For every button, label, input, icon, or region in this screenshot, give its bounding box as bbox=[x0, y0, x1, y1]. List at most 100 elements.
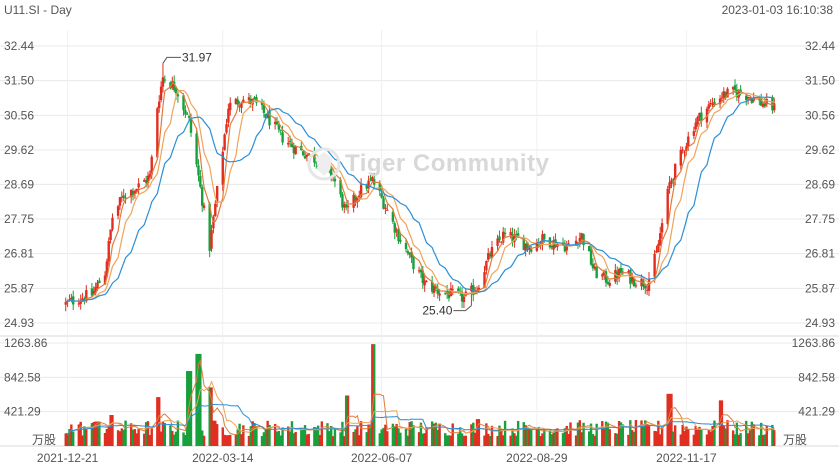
candle-body bbox=[460, 291, 464, 302]
candle-body bbox=[746, 96, 750, 99]
candle-body bbox=[81, 298, 84, 301]
volume-bar bbox=[574, 435, 578, 446]
volume-bar bbox=[513, 433, 516, 446]
volume-bar bbox=[240, 434, 243, 446]
volume-bar bbox=[215, 424, 219, 446]
volume-bar bbox=[765, 426, 768, 446]
volume-bar bbox=[249, 426, 253, 446]
candle-body bbox=[451, 289, 454, 291]
volume-bar bbox=[473, 432, 477, 446]
candle-body bbox=[524, 243, 527, 252]
price-tick-left: 26.81 bbox=[4, 247, 34, 261]
candle-body bbox=[763, 103, 767, 107]
volume-bar bbox=[210, 387, 213, 446]
volume-bar bbox=[358, 435, 361, 446]
volume-bar bbox=[634, 419, 638, 446]
candle-body bbox=[359, 184, 363, 197]
candle-body bbox=[430, 281, 434, 292]
volume-bar bbox=[535, 429, 539, 446]
candle-body bbox=[354, 194, 357, 201]
candle-body bbox=[223, 134, 226, 150]
candle-body bbox=[709, 103, 712, 105]
candle-body bbox=[346, 206, 350, 208]
volume-bar bbox=[199, 353, 202, 446]
volume-bar bbox=[511, 428, 514, 446]
volume-tick-right: 842.58 bbox=[798, 370, 835, 384]
candle-body bbox=[550, 245, 553, 248]
candle-body bbox=[264, 114, 267, 119]
volume-bar bbox=[103, 432, 107, 446]
volume-bar bbox=[356, 426, 359, 446]
candle-body bbox=[589, 249, 593, 265]
price-tick-left: 25.87 bbox=[4, 281, 34, 295]
volume-bar bbox=[129, 423, 133, 446]
candle-body bbox=[483, 271, 486, 288]
volume-unit-right: 万股 bbox=[783, 433, 807, 447]
volume-bar bbox=[169, 425, 172, 446]
volume-bar bbox=[242, 425, 245, 446]
volume-bar bbox=[260, 436, 264, 446]
candle-body bbox=[630, 276, 634, 282]
volume-bar bbox=[281, 427, 284, 446]
volume-bar bbox=[186, 371, 189, 446]
candle-body bbox=[500, 241, 503, 243]
candle-body bbox=[202, 205, 206, 208]
volume-bar bbox=[176, 420, 180, 446]
volume-bar bbox=[737, 434, 740, 446]
volume-bar bbox=[655, 431, 658, 446]
candle-body bbox=[236, 99, 239, 105]
volume-bar bbox=[189, 371, 193, 446]
volume-bar bbox=[251, 421, 254, 446]
candle-body bbox=[457, 288, 460, 292]
volume-bar bbox=[328, 431, 331, 446]
candle-body bbox=[513, 234, 516, 243]
candle-body bbox=[137, 183, 140, 188]
candle-body bbox=[593, 266, 596, 269]
volume-bar bbox=[659, 434, 662, 446]
candle-body bbox=[64, 301, 67, 305]
volume-bar bbox=[537, 426, 540, 446]
symbol-label: U11.SI - Day bbox=[4, 3, 72, 17]
candle-body bbox=[617, 269, 621, 278]
y-axis-labels: 32.44 32.44 31.50 31.50 30.56 30.56 29.62 29.62… bbox=[4, 39, 835, 447]
candle-body bbox=[591, 263, 595, 269]
candle-body bbox=[273, 121, 277, 125]
volume-bar bbox=[94, 421, 97, 446]
volume-bar bbox=[530, 429, 533, 446]
volume-bar bbox=[713, 420, 716, 446]
volume-bar bbox=[158, 397, 161, 446]
volume-bar bbox=[264, 429, 267, 446]
volume-bar bbox=[759, 422, 763, 446]
candle-body bbox=[103, 275, 107, 285]
candle-body bbox=[391, 211, 395, 222]
volume-bar bbox=[184, 434, 187, 446]
candle-body bbox=[419, 269, 423, 273]
volume-bar bbox=[150, 427, 153, 446]
candle-body bbox=[315, 162, 318, 164]
candle-body bbox=[143, 180, 146, 182]
volume-bar bbox=[472, 422, 475, 446]
candle-body bbox=[548, 237, 552, 248]
volume-bar bbox=[657, 420, 660, 446]
candle-body bbox=[692, 131, 696, 136]
volume-bar bbox=[543, 428, 546, 446]
candle-body bbox=[425, 281, 428, 283]
volume-bar bbox=[556, 428, 559, 446]
volume-bar bbox=[238, 423, 241, 446]
volume-bar bbox=[644, 420, 647, 446]
volume-bar bbox=[595, 423, 598, 446]
volume-bar bbox=[773, 430, 776, 446]
candle-body bbox=[432, 286, 436, 293]
price-tick-left: 28.69 bbox=[4, 177, 34, 191]
candle-body bbox=[632, 278, 636, 287]
volume-bar bbox=[386, 431, 389, 446]
volume-bar bbox=[593, 435, 596, 446]
candle-body bbox=[580, 233, 583, 240]
candle-body bbox=[750, 97, 754, 103]
volume-bar bbox=[287, 426, 290, 446]
candle-body bbox=[159, 86, 163, 101]
volume-bar bbox=[352, 431, 355, 446]
volume-bar bbox=[255, 426, 258, 446]
candle-body bbox=[79, 300, 82, 304]
